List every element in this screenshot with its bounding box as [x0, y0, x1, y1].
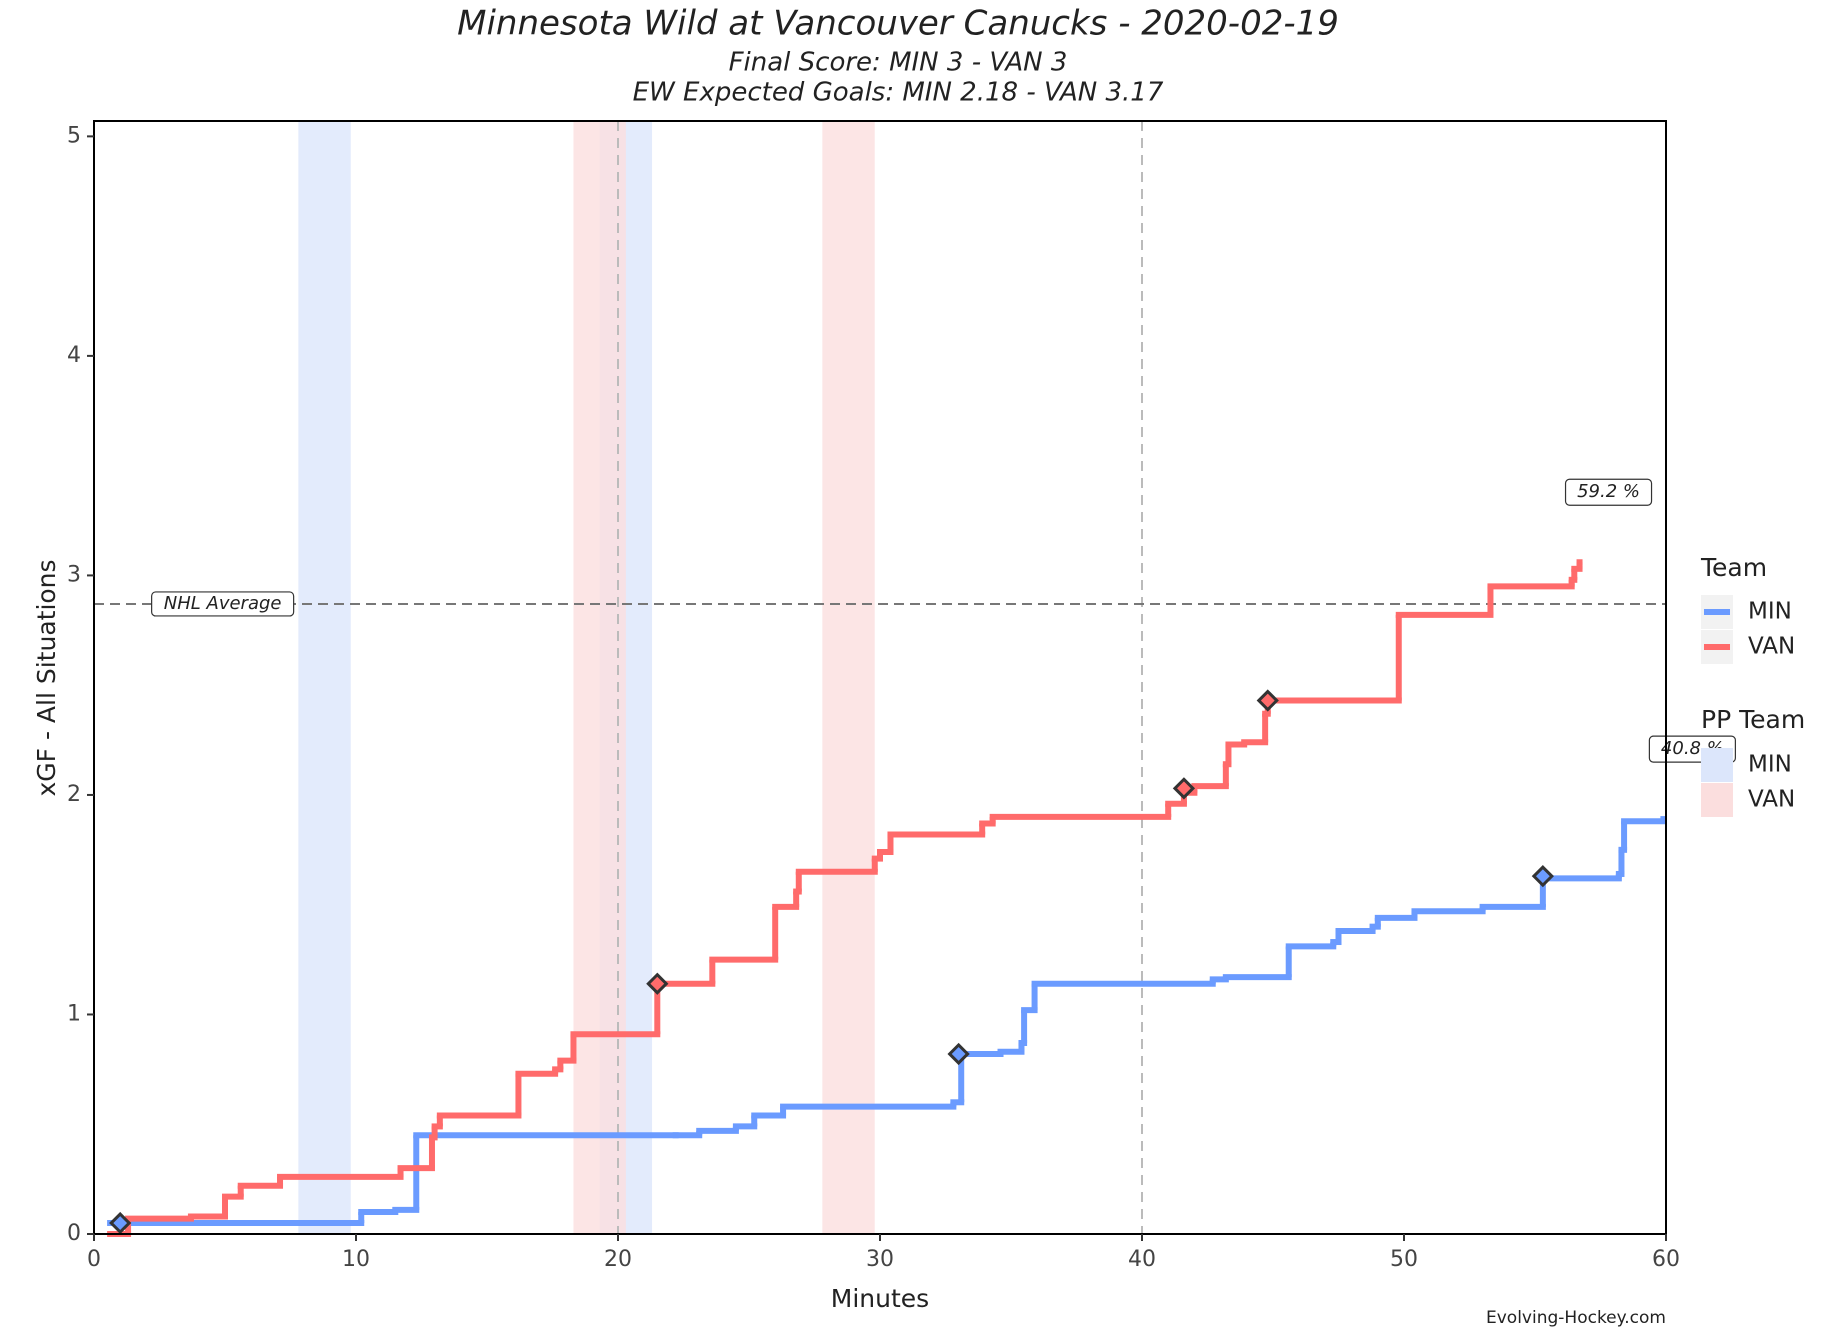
y-tick-label: 5: [67, 123, 81, 148]
legend-swatch: [1701, 748, 1733, 782]
goal-marker: [1172, 777, 1196, 800]
x-tick-label: 0: [87, 1247, 101, 1272]
pp-band: [573, 121, 626, 1234]
nhl-average-annotation: NHL Average: [151, 591, 295, 617]
goal-marker: [1531, 865, 1554, 888]
legend-label: MIN: [1748, 599, 1792, 625]
y-tick-label: 2: [67, 782, 81, 807]
legend-title: PP Team: [1701, 705, 1805, 734]
y-tick-label: 4: [67, 343, 81, 368]
share-annotation: 59.2 %: [1564, 478, 1653, 506]
x-tick-label: 60: [1652, 1247, 1680, 1272]
label-box: [151, 591, 295, 617]
y-axis-label: xGF - All Situations: [32, 559, 61, 796]
goal-marker: [1256, 689, 1279, 712]
legend-label: VAN: [1748, 787, 1795, 813]
label-box: [1564, 478, 1653, 506]
pp-band: [298, 121, 351, 1234]
legend-label: VAN: [1748, 634, 1795, 660]
legend-swatch: [1701, 783, 1733, 817]
chart-subtitle: EW Expected Goals: MIN 2.18 - VAN 3.17: [633, 78, 1164, 108]
legend-label: MIN: [1748, 752, 1792, 778]
share-label: 59.2 %: [1577, 481, 1640, 502]
pp-band: [822, 121, 875, 1234]
y-tick-label: 3: [67, 562, 81, 587]
goal-marker: [109, 1211, 132, 1235]
x-tick-label: 40: [1128, 1247, 1156, 1272]
x-tick-label: 20: [604, 1247, 632, 1272]
x-tick-label: 10: [342, 1247, 370, 1272]
y-tick-label: 1: [67, 1001, 81, 1026]
source: Evolving-Hockey.com: [1486, 1308, 1666, 1328]
legend-title: Team: [1700, 553, 1767, 582]
nhl-average-label: NHL Average: [164, 593, 282, 614]
y-tick-label: 0: [67, 1221, 81, 1246]
goal-marker: [947, 1042, 970, 1066]
chart-subtitle: Final Score: MIN 3 - VAN 3: [729, 48, 1068, 78]
x-tick-label: 30: [866, 1247, 894, 1272]
goal-marker: [646, 972, 669, 995]
x-tick-label: 50: [1390, 1247, 1418, 1272]
chart-title: Minnesota Wild at Vancouver Canucks - 20…: [457, 4, 1339, 44]
x-axis-label: Minutes: [831, 1284, 929, 1313]
